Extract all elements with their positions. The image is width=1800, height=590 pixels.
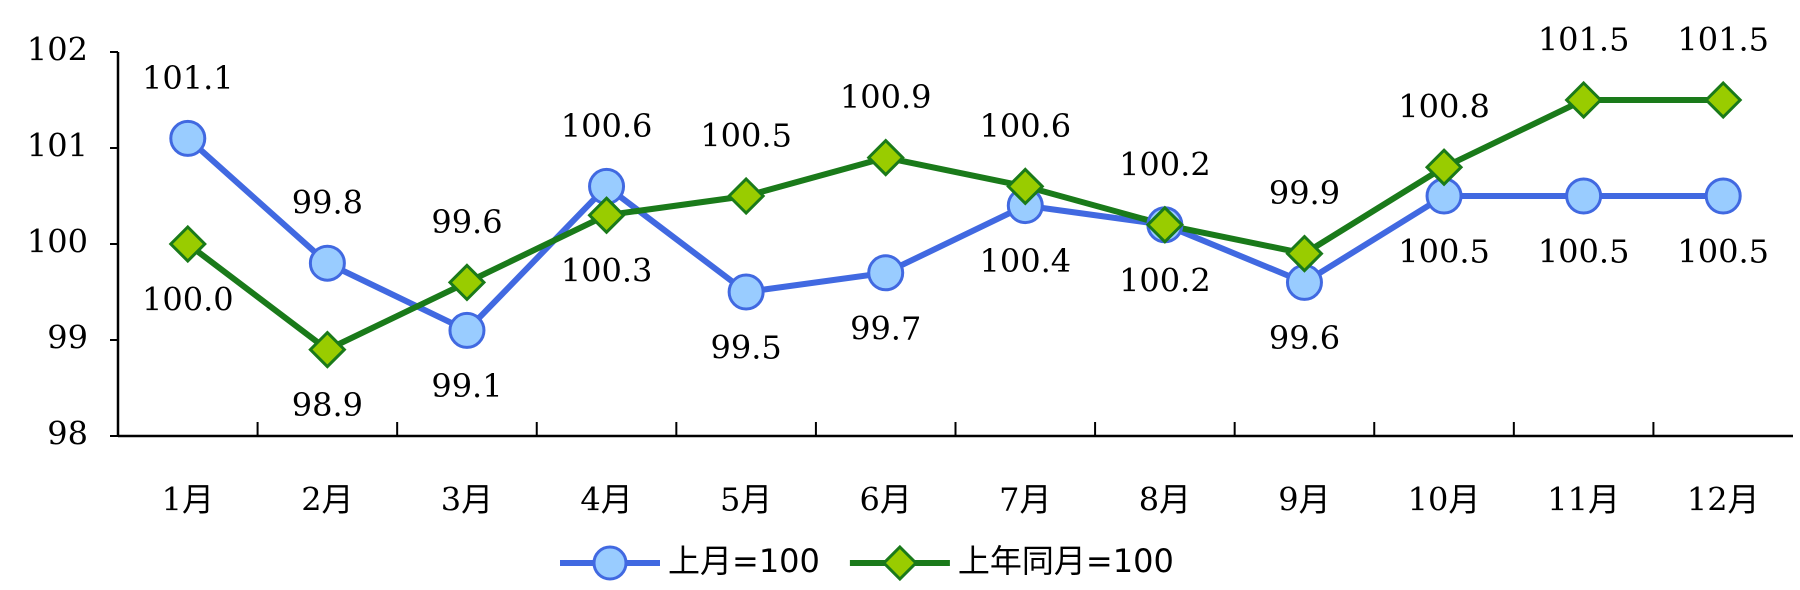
data-label: 99.6 (431, 203, 502, 241)
marker (1145, 205, 1184, 244)
data-label: 100.6 (979, 107, 1071, 145)
legend-marker (592, 545, 628, 581)
marker (448, 311, 486, 349)
data-label: 99.5 (711, 329, 782, 367)
x-tick-label: 9月 (1278, 481, 1330, 519)
marker (1564, 80, 1603, 120)
x-tick-label: 11月 (1547, 481, 1620, 519)
x-tick-label: 12月 (1687, 481, 1760, 519)
series-line (185, 97, 1724, 354)
marker (727, 176, 766, 216)
x-tick-label: 4月 (580, 481, 632, 519)
y-tick-label: 102 (27, 31, 88, 69)
data-label: 99.7 (850, 309, 921, 347)
legend-label: 上月=100 (668, 542, 820, 580)
marker (587, 196, 626, 235)
legend-label: 上年同月=100 (958, 542, 1174, 580)
marker (1565, 177, 1603, 215)
x-tick-label: 8月 (1139, 481, 1191, 519)
data-label: 101.5 (1538, 21, 1630, 59)
data-label: 100.4 (979, 242, 1071, 280)
marker (1006, 167, 1045, 206)
marker (727, 273, 765, 311)
data-label: 99.9 (1269, 174, 1340, 212)
data-label: 100.3 (561, 252, 653, 290)
x-tick-label: 2月 (301, 481, 353, 519)
data-label: 100.5 (1677, 233, 1769, 271)
data-label: 101.5 (1677, 21, 1769, 59)
data-label: 99.8 (292, 184, 363, 222)
data-label: 100.5 (1538, 233, 1630, 271)
data-label: 100.5 (700, 117, 792, 155)
y-tick-label: 99 (47, 319, 88, 357)
data-label: 100.2 (1119, 145, 1211, 183)
data-label: 98.9 (292, 386, 363, 424)
series-line (185, 136, 1724, 335)
marker (866, 138, 905, 177)
y-tick-label: 101 (27, 127, 88, 165)
data-label: 100.0 (142, 281, 234, 319)
data-label: 99.6 (1269, 319, 1340, 357)
x-tick-label: 5月 (720, 481, 772, 519)
x-tick-label: 3月 (441, 481, 493, 519)
data-label: 100.6 (561, 107, 653, 145)
x-tick-label: 1月 (162, 481, 214, 519)
data-label: 100.2 (1119, 261, 1211, 299)
data-label: 100.5 (1398, 233, 1490, 271)
x-tick-label: 10月 (1408, 481, 1481, 519)
data-label: 100.8 (1398, 88, 1490, 126)
marker (168, 224, 207, 264)
marker (1704, 177, 1742, 215)
y-tick-label: 98 (47, 415, 88, 453)
marker (308, 244, 346, 282)
legend-marker (881, 544, 919, 582)
data-label: 100.9 (840, 78, 932, 116)
x-tick-label: 6月 (860, 481, 912, 519)
marker (1424, 148, 1464, 187)
marker (1704, 80, 1743, 120)
x-tick-label: 7月 (999, 481, 1051, 519)
data-label: 99.1 (431, 367, 502, 405)
marker (1285, 234, 1324, 273)
y-tick-label: 100 (27, 223, 88, 261)
data-label: 101.1 (142, 59, 234, 97)
marker (308, 330, 347, 369)
marker (447, 263, 487, 302)
marker (867, 254, 905, 292)
marker (169, 119, 207, 157)
